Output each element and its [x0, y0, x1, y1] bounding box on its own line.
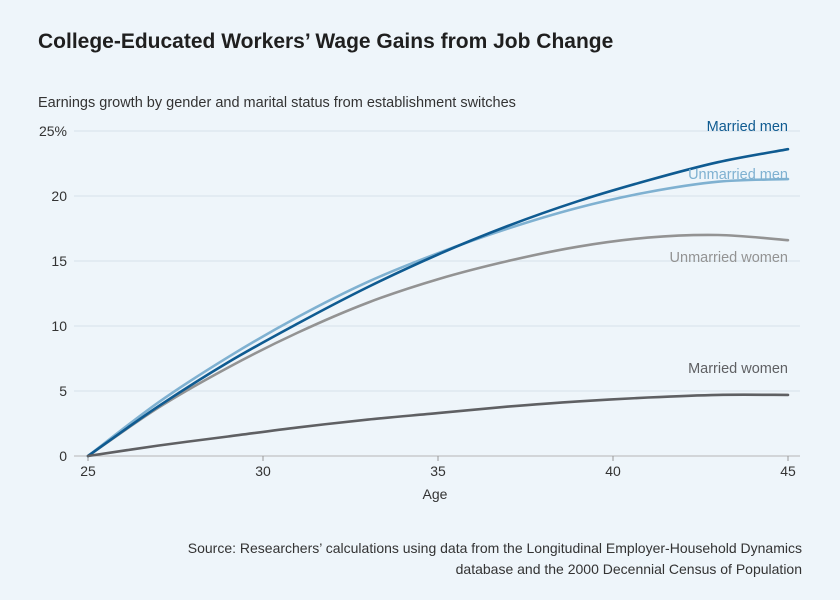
y-tick-label: 25% [39, 123, 67, 139]
series-label: Married men [707, 119, 788, 135]
series-line-married-women [86, 393, 790, 458]
x-axis-label: Age [423, 486, 448, 502]
series-label: Married women [688, 361, 788, 377]
series-line-married-men [86, 147, 790, 458]
x-tick-label: 25 [80, 463, 96, 479]
y-tick-label: 15 [51, 253, 67, 269]
x-tick-label: 40 [605, 463, 621, 479]
chart-title: College-Educated Workers’ Wage Gains fro… [38, 30, 614, 53]
series-lines [86, 147, 790, 458]
series-line-unmarried-women [86, 233, 790, 458]
series-label: Unmarried women [670, 250, 788, 266]
series-labels: Married men Unmarried men Unmarried women M… [670, 119, 788, 377]
y-tick-label: 10 [51, 318, 67, 334]
y-axis-ticks: 0 5 10 15 20 25% [39, 123, 67, 464]
gridlines [74, 130, 800, 392]
y-tick-label: 20 [51, 188, 67, 204]
y-tick-label: 5 [59, 383, 67, 399]
x-tick-label: 45 [780, 463, 796, 479]
series-label: Unmarried men [688, 167, 788, 183]
chart-subtitle: Earnings growth by gender and marital st… [38, 95, 516, 111]
x-tick-label: 35 [430, 463, 446, 479]
y-tick-label: 0 [59, 448, 67, 464]
series-line-unmarried-men [86, 177, 790, 458]
x-axis: 25 30 35 40 45 [74, 455, 800, 479]
source-note: Source: Researchers’ calculations using … [187, 540, 802, 577]
x-tick-label: 30 [255, 463, 271, 479]
